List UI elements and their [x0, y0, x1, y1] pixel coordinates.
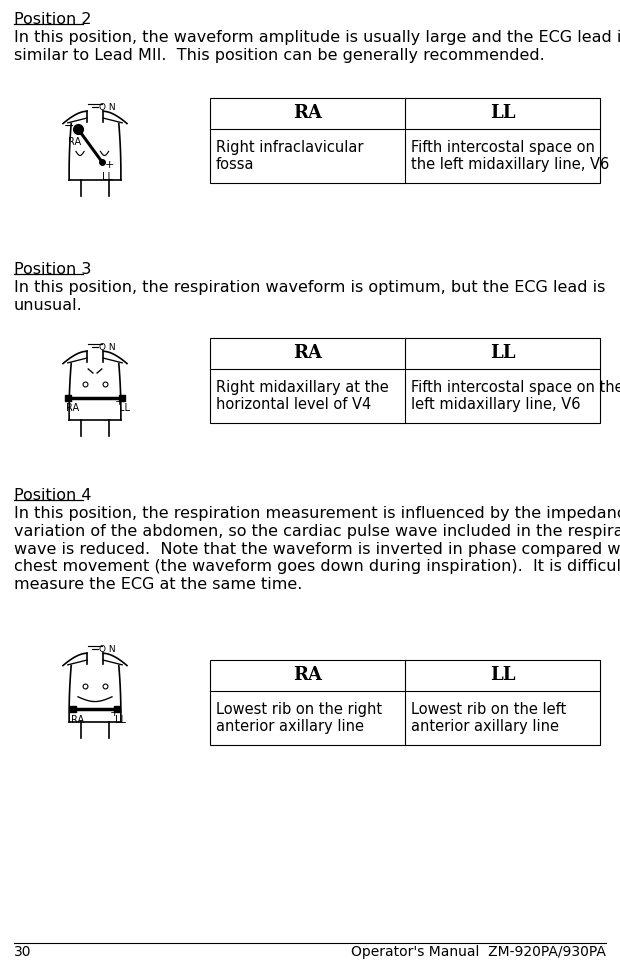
- Text: Fifth intercostal space on
the left midaxillary line, V6: Fifth intercostal space on the left mida…: [411, 140, 609, 172]
- Text: O N: O N: [99, 103, 116, 112]
- Text: RA: RA: [293, 104, 322, 123]
- Text: Position 2: Position 2: [14, 12, 92, 27]
- Text: Lowest rib on the left
anterior axillary line: Lowest rib on the left anterior axillary…: [411, 702, 566, 734]
- Text: RA: RA: [293, 666, 322, 684]
- Text: LL: LL: [490, 104, 515, 123]
- Text: −: −: [64, 397, 73, 407]
- Text: RA: RA: [68, 137, 81, 147]
- Text: In this position, the waveform amplitude is usually large and the ECG lead is: In this position, the waveform amplitude…: [14, 30, 620, 45]
- Text: Position 4: Position 4: [14, 488, 92, 503]
- Text: +: +: [115, 397, 124, 407]
- Text: In this position, the respiration waveform is optimum, but the ECG lead is: In this position, the respiration wavefo…: [14, 280, 605, 295]
- Bar: [210, 660, 600, 745]
- Text: RA: RA: [71, 715, 84, 725]
- Text: variation of the abdomen, so the cardiac pulse wave included in the respiration: variation of the abdomen, so the cardiac…: [14, 524, 620, 538]
- Text: chest movement (the waveform goes down during inspiration).  It is difficult to: chest movement (the waveform goes down d…: [14, 560, 620, 574]
- Text: unusual.: unusual.: [14, 298, 82, 313]
- Text: In this position, the respiration measurement is influenced by the impedance: In this position, the respiration measur…: [14, 506, 620, 521]
- Text: similar to Lead MII.  This position can be generally recommended.: similar to Lead MII. This position can b…: [14, 48, 545, 63]
- Text: Right infraclavicular
fossa: Right infraclavicular fossa: [216, 140, 363, 172]
- Text: +: +: [109, 708, 118, 718]
- Text: LL: LL: [102, 173, 113, 182]
- Text: measure the ECG at the same time.: measure the ECG at the same time.: [14, 577, 303, 593]
- Text: O N: O N: [99, 343, 116, 352]
- Text: −: −: [64, 120, 74, 133]
- Bar: [210, 98, 600, 183]
- Text: LL: LL: [120, 403, 130, 413]
- Text: 30: 30: [14, 945, 32, 959]
- Text: Right midaxillary at the
horizontal level of V4: Right midaxillary at the horizontal leve…: [216, 379, 389, 412]
- Text: LL: LL: [490, 345, 515, 362]
- Text: wave is reduced.  Note that the waveform is inverted in phase compared with the: wave is reduced. Note that the waveform …: [14, 541, 620, 557]
- Text: −: −: [69, 708, 78, 718]
- Text: Position 3: Position 3: [14, 262, 91, 277]
- Text: O N: O N: [99, 645, 116, 654]
- Text: RA: RA: [293, 345, 322, 362]
- Bar: [210, 338, 600, 423]
- Text: Operator's Manual  ZM-920PA/930PA: Operator's Manual ZM-920PA/930PA: [351, 945, 606, 959]
- Text: RA: RA: [66, 403, 79, 413]
- Text: LL: LL: [115, 715, 126, 725]
- Text: LL: LL: [490, 666, 515, 684]
- Text: Fifth intercostal space on the
left midaxillary line, V6: Fifth intercostal space on the left mida…: [411, 379, 620, 412]
- Text: +: +: [105, 160, 115, 170]
- Text: Lowest rib on the right
anterior axillary line: Lowest rib on the right anterior axillar…: [216, 702, 382, 734]
